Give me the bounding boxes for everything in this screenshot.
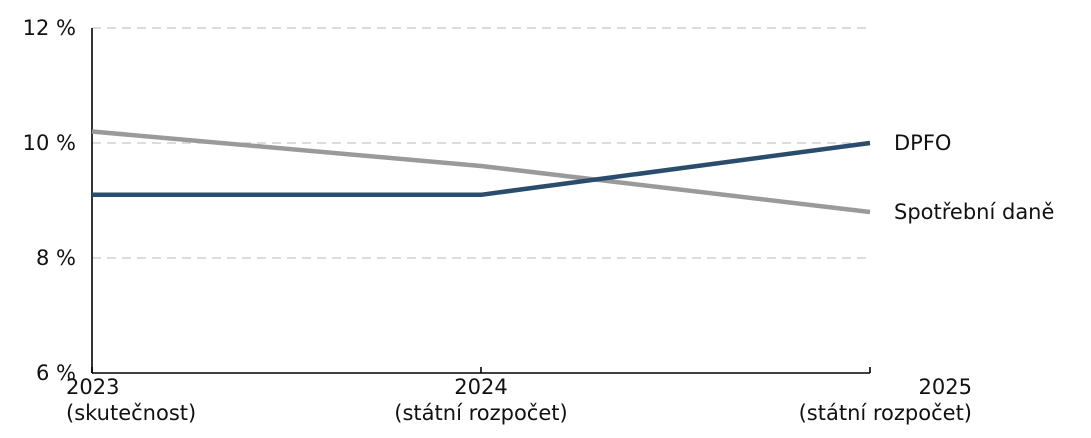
y-tick-label: 6 % <box>36 361 76 385</box>
series-label-0: DPFO <box>894 131 951 155</box>
series-line-1 <box>91 129 871 215</box>
x-tick-label: (státní rozpočet) <box>799 401 972 425</box>
x-tick-label: (státní rozpočet) <box>394 401 567 425</box>
y-tick-label: 12 % <box>23 16 76 40</box>
y-tick-label: 8 % <box>36 246 76 270</box>
series-lines <box>91 129 871 215</box>
x-axis: 2023(skutečnost)2024(státní rozpočet)202… <box>66 367 972 425</box>
series-labels: DPFO Spotřební daně <box>894 131 1054 224</box>
gridlines <box>92 27 870 259</box>
series-line-0 <box>92 140 871 198</box>
x-tick-label: 2024 <box>454 375 507 399</box>
x-tick-label: 2023 <box>66 375 119 399</box>
y-axis: 6 % 8 % 10 % 12 % <box>23 16 93 385</box>
x-tick-label: (skutečnost) <box>66 401 196 425</box>
y-tick-label: 10 % <box>23 131 76 155</box>
x-tick-label: 2025 <box>919 375 972 399</box>
series-label-1: Spotřební daně <box>894 200 1054 224</box>
